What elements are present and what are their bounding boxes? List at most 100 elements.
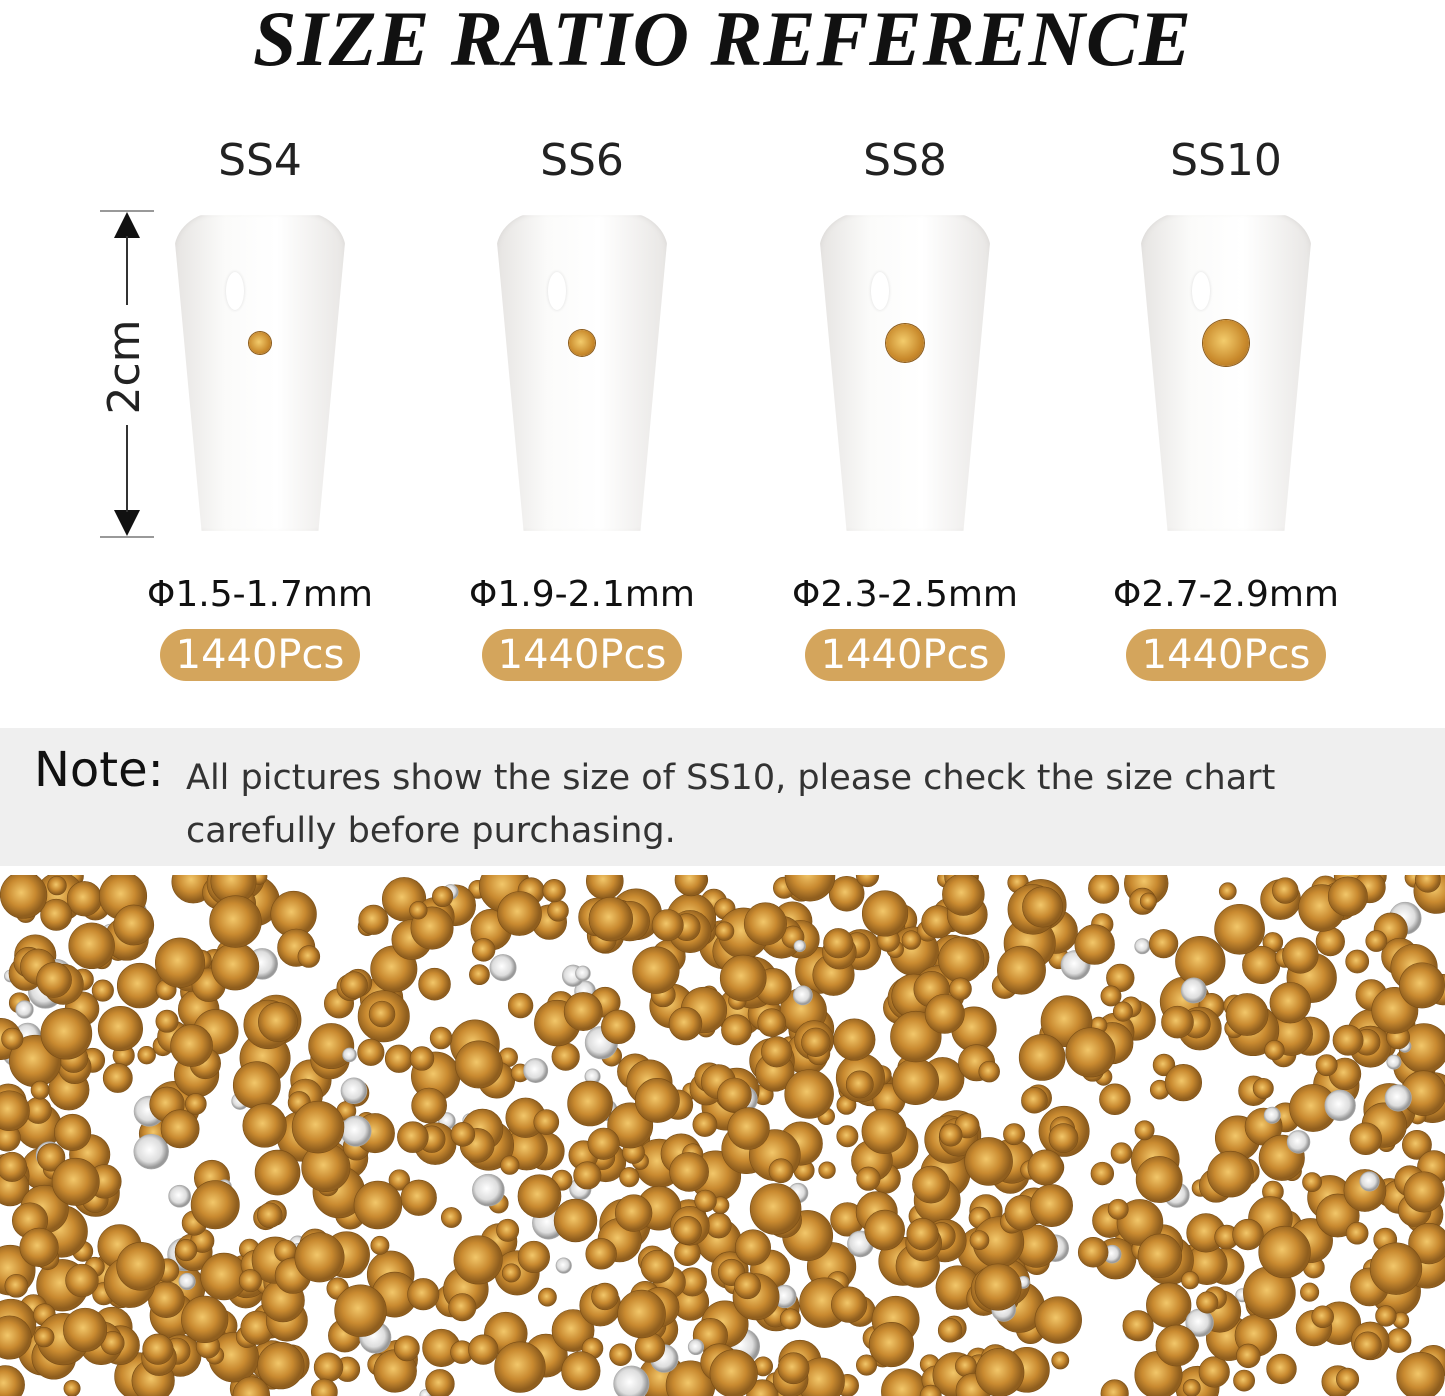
rhinestone bbox=[912, 1165, 950, 1204]
rhinestone bbox=[779, 1308, 801, 1330]
rhinestone bbox=[448, 1293, 477, 1322]
rhinestone bbox=[397, 1121, 429, 1153]
rhinestone bbox=[705, 1212, 732, 1239]
rhinestone bbox=[340, 971, 368, 999]
rhinestone bbox=[845, 1070, 874, 1099]
rhinestone-icon bbox=[886, 324, 924, 362]
rhinestone bbox=[617, 1289, 666, 1339]
rhinestone bbox=[1027, 1149, 1064, 1186]
rhinestone bbox=[1022, 886, 1064, 928]
rhinestone bbox=[1030, 1184, 1073, 1228]
rhinestone bbox=[555, 1257, 572, 1274]
rhinestone bbox=[1349, 1122, 1383, 1156]
size-label: SS8 bbox=[863, 135, 947, 186]
rhinestone bbox=[674, 875, 708, 897]
rhinestone bbox=[1269, 982, 1311, 1024]
rhinestone bbox=[1258, 1225, 1311, 1279]
rhinestone bbox=[1110, 1142, 1133, 1164]
rhinestone bbox=[1077, 1236, 1109, 1268]
rhinestone bbox=[939, 1123, 963, 1147]
rhinestone bbox=[133, 1133, 169, 1170]
rhinestone bbox=[585, 1238, 617, 1270]
rhinestone bbox=[634, 1078, 680, 1123]
rhinestone bbox=[1233, 1369, 1255, 1392]
rhinestone bbox=[1386, 1328, 1412, 1353]
rhinestone bbox=[418, 967, 451, 1001]
rhinestone bbox=[864, 1209, 906, 1251]
rhinestone bbox=[1051, 1351, 1070, 1370]
rhinestone bbox=[294, 1232, 345, 1283]
rhinestone bbox=[1149, 929, 1179, 959]
rhinestone bbox=[36, 962, 72, 998]
rhinestone bbox=[1324, 1089, 1356, 1122]
rhinestone bbox=[440, 1207, 462, 1228]
rhinestone bbox=[168, 1184, 192, 1208]
rhinestone bbox=[254, 1149, 301, 1196]
rhinestone bbox=[1408, 1222, 1445, 1265]
rhinestone bbox=[1396, 1351, 1445, 1396]
rhinestone bbox=[1286, 1130, 1311, 1154]
rhinestone bbox=[587, 1127, 620, 1160]
rhinestone bbox=[232, 1376, 271, 1396]
rhinestone bbox=[586, 875, 624, 900]
rhinestone bbox=[1134, 938, 1151, 955]
rhinestone bbox=[497, 891, 542, 936]
rhinestone bbox=[601, 1009, 636, 1044]
rhinestone bbox=[1146, 1282, 1192, 1328]
rhinestone bbox=[613, 1365, 650, 1396]
rhinestone bbox=[97, 1005, 143, 1052]
rhinestone bbox=[743, 902, 787, 946]
rhinestone bbox=[190, 1180, 240, 1230]
rhinestone bbox=[1100, 1379, 1129, 1396]
rhinestone bbox=[1099, 1083, 1131, 1115]
rhinestone bbox=[801, 1027, 831, 1057]
rhinestone bbox=[1225, 993, 1269, 1036]
rhinestone bbox=[113, 904, 155, 946]
rhinestone bbox=[1, 1027, 24, 1050]
rhinestone bbox=[40, 1007, 93, 1060]
rhinestone bbox=[450, 1122, 476, 1147]
count-badge: 1440Pcs bbox=[804, 629, 1006, 681]
rhinestone bbox=[949, 977, 972, 1001]
rhinestone bbox=[353, 1180, 403, 1230]
rhinestone bbox=[340, 1115, 372, 1147]
rhinestone bbox=[66, 881, 103, 917]
rhinestone bbox=[588, 896, 634, 942]
rhinestone bbox=[1137, 1233, 1183, 1279]
rhinestone bbox=[1048, 1123, 1079, 1153]
rhinestone bbox=[209, 895, 262, 948]
rhinestone bbox=[409, 1046, 435, 1071]
rhinestone bbox=[1003, 1123, 1026, 1146]
rhinestone bbox=[468, 1334, 499, 1365]
rhinestone bbox=[517, 1240, 550, 1274]
rhinestone bbox=[184, 1093, 207, 1115]
rhinestone-icon bbox=[569, 330, 595, 356]
rhinestone bbox=[4, 1273, 29, 1298]
rhinestone bbox=[1332, 1024, 1364, 1056]
rhinestone bbox=[47, 875, 67, 896]
rhinestone bbox=[1122, 1310, 1154, 1342]
rhinestone bbox=[714, 921, 735, 941]
rhinestone bbox=[1399, 962, 1445, 1009]
rhinestone bbox=[0, 1151, 28, 1182]
size-column-ss6: SS6 Φ1.9-2.1mm 1440Pcs bbox=[422, 135, 742, 681]
rhinestone bbox=[901, 930, 922, 950]
rhinestone bbox=[15, 1000, 34, 1019]
rhinestone bbox=[0, 1090, 30, 1132]
rhinestone bbox=[357, 1038, 385, 1066]
rhinestone bbox=[507, 992, 534, 1019]
diameter: Φ1.5-1.7mm bbox=[147, 574, 373, 615]
size-label: SS10 bbox=[1170, 135, 1282, 186]
rhinestone bbox=[494, 1341, 546, 1393]
rhinestone bbox=[500, 1155, 520, 1175]
rhinestone bbox=[1345, 1221, 1369, 1245]
diameter: Φ2.7-2.9mm bbox=[1113, 574, 1339, 615]
rhinestone bbox=[407, 1278, 440, 1311]
rhinestone bbox=[257, 1341, 305, 1390]
rhinestone bbox=[388, 1169, 411, 1191]
rhinestone bbox=[640, 1249, 675, 1284]
rhinestone bbox=[942, 875, 985, 916]
rhinestone bbox=[734, 1229, 771, 1266]
rhinestone bbox=[37, 1143, 66, 1172]
rhinestone bbox=[1181, 1271, 1200, 1290]
